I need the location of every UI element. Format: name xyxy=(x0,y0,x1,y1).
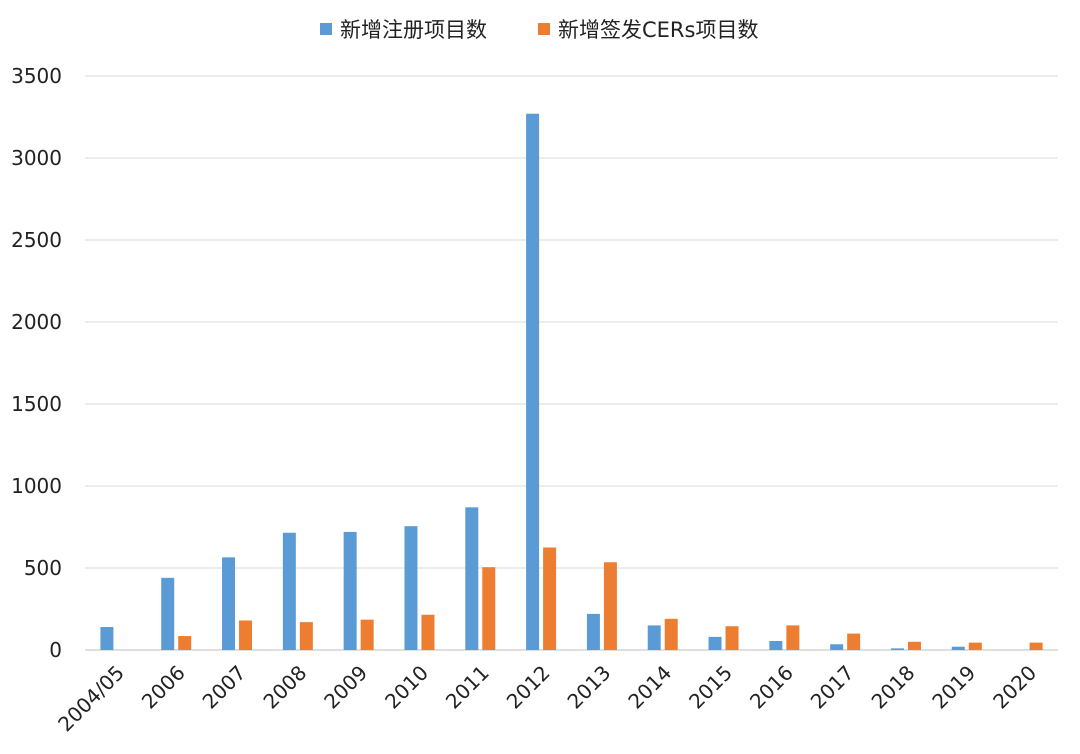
bar-registered-2007 xyxy=(222,557,236,650)
y-axis: 0 500 1000 1500 2000 2500 3000 3500 xyxy=(11,64,62,662)
bar-issued-2020 xyxy=(1029,642,1043,650)
y-tick-label: 2500 xyxy=(11,228,62,252)
bar-issued-2011 xyxy=(482,567,496,650)
bar-issued-2009 xyxy=(360,619,374,650)
x-tick-label: 2019 xyxy=(927,661,980,714)
bar-issued-2015 xyxy=(725,626,739,650)
bars xyxy=(100,113,1043,651)
bar-registered-2009 xyxy=(343,531,357,650)
x-tick-label: 2014 xyxy=(623,661,676,714)
x-axis: 2004/05 2006 2007 2008 2009 2010 2011 2012 2013 2… xyxy=(53,661,1041,737)
x-tick-label: 2004/05 xyxy=(53,661,129,737)
bar-issued-2017 xyxy=(847,633,861,650)
bar-issued-2006 xyxy=(178,636,192,650)
x-tick-label: 2006 xyxy=(137,661,190,714)
x-tick-label: 2018 xyxy=(867,661,920,714)
legend: 新增注册项目数 新增签发CERs项目数 xyxy=(320,18,758,42)
bar-registered-2017 xyxy=(830,644,844,650)
y-tick-label: 3500 xyxy=(11,64,62,88)
x-tick-label: 2011 xyxy=(441,661,494,714)
y-tick-label: 1000 xyxy=(11,474,62,498)
bar-registered-2012 xyxy=(526,113,540,651)
x-tick-label: 2012 xyxy=(502,661,555,714)
x-tick-label: 2016 xyxy=(745,661,798,714)
y-tick-label: 3000 xyxy=(11,146,62,170)
bar-registered-2016 xyxy=(769,640,783,650)
y-tick-label: 500 xyxy=(24,556,62,580)
bar-issued-2018 xyxy=(907,641,921,650)
bar-issued-2019 xyxy=(968,642,982,650)
x-tick-label: 2015 xyxy=(684,661,737,714)
bar-registered-2014 xyxy=(647,625,661,650)
y-tick-label: 1500 xyxy=(11,392,62,416)
gridlines xyxy=(85,75,1058,651)
x-tick-label: 2008 xyxy=(258,661,311,714)
bar-registered-2010 xyxy=(404,526,418,650)
bar-registered-2011 xyxy=(465,507,479,650)
legend-label: 新增注册项目数 xyxy=(340,18,487,42)
x-tick-label: 2017 xyxy=(806,661,859,714)
bar-issued-2016 xyxy=(786,625,800,650)
bar-registered-2019 xyxy=(951,646,965,650)
y-tick-label: 0 xyxy=(49,638,62,662)
bar-issued-2008 xyxy=(299,622,313,650)
x-tick-label: 2020 xyxy=(988,661,1041,714)
bar-issued-2007 xyxy=(239,620,253,650)
bar-registered-2013 xyxy=(586,613,600,650)
bar-registered-2015 xyxy=(708,636,722,650)
bar-registered-2018 xyxy=(890,648,904,650)
bar-issued-2013 xyxy=(603,562,617,650)
bar-registered-2004-05 xyxy=(100,627,114,650)
x-tick-label: 2009 xyxy=(319,661,372,714)
legend-label: 新增签发CERs项目数 xyxy=(558,18,758,42)
x-tick-label: 2007 xyxy=(198,661,251,714)
bar-issued-2014 xyxy=(664,618,678,650)
bar-registered-2008 xyxy=(282,532,296,650)
bar-issued-2010 xyxy=(421,614,435,650)
x-tick-label: 2010 xyxy=(380,661,433,714)
legend-swatch xyxy=(320,23,332,35)
legend-swatch xyxy=(538,23,550,35)
y-tick-label: 2000 xyxy=(11,310,62,334)
x-tick-label: 2013 xyxy=(562,661,615,714)
bar-registered-2006 xyxy=(161,577,175,650)
bar-issued-2012 xyxy=(543,547,557,650)
